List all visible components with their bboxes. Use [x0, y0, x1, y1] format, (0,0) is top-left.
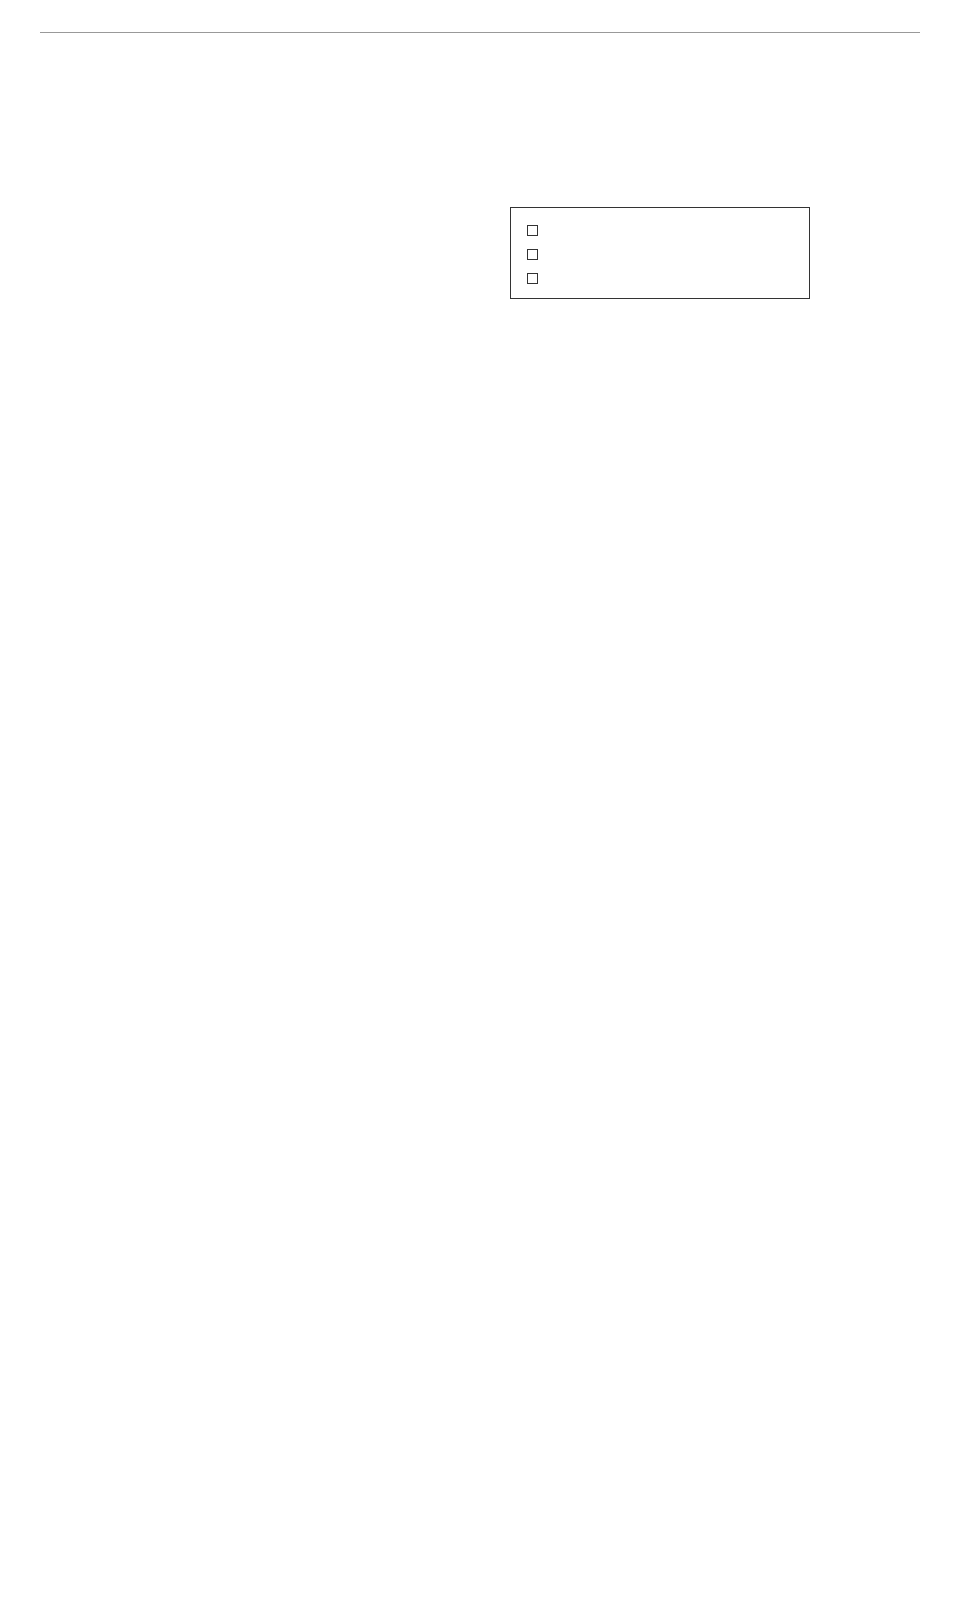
- pie-chart-1: [160, 197, 420, 397]
- chart1-caption: [70, 120, 890, 137]
- pie-chart-2: [210, 624, 750, 964]
- legend-swatch: [527, 225, 538, 236]
- legend-item: [527, 246, 793, 260]
- chart2-caption: [70, 467, 890, 484]
- content: [70, 120, 890, 1044]
- legend-swatch: [527, 249, 538, 260]
- legend-swatch: [527, 273, 538, 284]
- legend-box: [510, 207, 810, 299]
- legend-item: [527, 222, 793, 236]
- header-line: [40, 30, 920, 33]
- chart2-area: [70, 544, 890, 1044]
- legend-item: [527, 270, 793, 284]
- chart1-area: [70, 167, 890, 427]
